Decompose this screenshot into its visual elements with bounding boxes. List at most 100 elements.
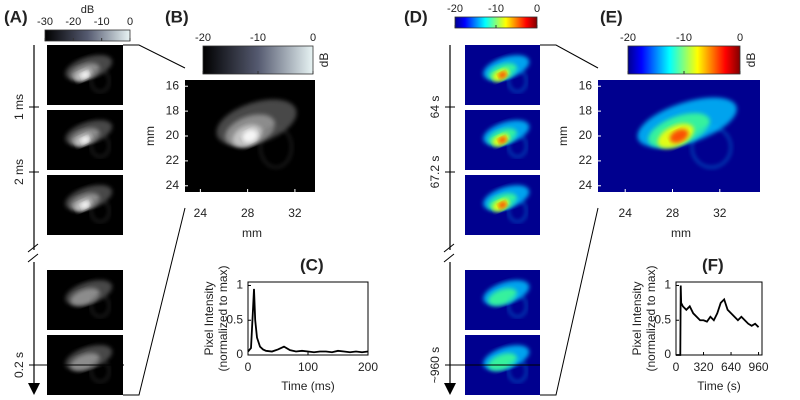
y-tick-label: 18 <box>579 103 593 117</box>
frame <box>465 110 540 170</box>
colorbar-tick-label: 0 <box>737 32 743 44</box>
y-tick-label: 24 <box>579 178 593 192</box>
image <box>598 80 760 192</box>
colorbar-label: dB <box>489 0 502 3</box>
colorbar <box>627 45 741 75</box>
y-tick-label: 20 <box>166 128 180 142</box>
frame <box>465 45 540 105</box>
speckle <box>90 69 111 93</box>
speckle <box>242 129 258 143</box>
speckle <box>691 126 732 169</box>
colorbar-tick-label: -10 <box>250 32 266 44</box>
x-tick-label: 200 <box>358 360 378 374</box>
time-arrow <box>28 383 40 395</box>
x-tick-label: 32 <box>713 206 727 220</box>
time-arrow <box>444 383 456 395</box>
y-tick-label: 0 <box>664 347 671 361</box>
y-axis-label: (normalized to max) <box>644 265 658 371</box>
speckle <box>80 71 90 79</box>
y-axis-label: mm <box>143 126 157 146</box>
x-tick-label: 28 <box>241 206 255 220</box>
x-axis-label: Time (ms) <box>281 379 335 393</box>
frame <box>47 110 123 170</box>
x-tick-label: 100 <box>298 360 318 374</box>
frame <box>47 270 123 330</box>
time-label: ~960 s <box>428 347 442 383</box>
frame <box>465 270 540 330</box>
zoom-line <box>123 44 186 396</box>
y-tick-label: 0.5 <box>654 312 671 326</box>
panel-label: (C) <box>300 255 324 274</box>
y-axis-label: Pixel Intensity <box>202 281 216 355</box>
colorbar-tick-label: -20 <box>620 32 636 44</box>
speckle <box>507 134 528 158</box>
panel-label: (F) <box>702 255 724 274</box>
y-tick-label: 16 <box>166 78 180 92</box>
colorbar-tick-label: -20 <box>65 16 81 28</box>
speckle <box>90 199 111 223</box>
y-axis-label: mm <box>556 126 570 146</box>
speckle <box>90 294 111 318</box>
speckle <box>507 69 528 93</box>
colorbar-label: dB <box>81 4 94 16</box>
time-label: 1 ms <box>12 94 26 120</box>
y-tick-label: 20 <box>579 128 593 142</box>
y-axis-label: Pixel Intensity <box>630 281 644 355</box>
speckle <box>507 294 528 318</box>
axis-break <box>27 243 39 263</box>
y-tick-label: 16 <box>579 78 593 92</box>
x-tick-label: 960 <box>749 360 769 374</box>
line-series <box>247 288 369 354</box>
y-tick-label: 24 <box>166 178 180 192</box>
speckle <box>498 71 507 79</box>
x-axis-label: mm <box>671 226 691 240</box>
panel-label: (B) <box>165 7 189 26</box>
colorbar-tick-label: -20 <box>447 3 463 15</box>
colorbar-label: dB <box>744 53 758 68</box>
colorbar-tick-label: 0 <box>310 32 316 44</box>
y-tick-label: 22 <box>579 153 593 167</box>
y-axis-label: (normalized to max) <box>216 265 230 371</box>
speckle <box>80 136 90 144</box>
x-tick-label: 28 <box>666 206 680 220</box>
plot-frame <box>247 281 369 356</box>
colorbar-tick-label: -30 <box>37 16 53 28</box>
image <box>185 80 315 192</box>
speckle <box>90 134 111 158</box>
y-tick-label: 0.5 <box>226 312 243 326</box>
x-axis-label: mm <box>242 226 262 240</box>
colorbar-tick-label: -10 <box>488 3 504 15</box>
speckle <box>498 201 507 209</box>
time-label: 0.2 s <box>12 352 26 378</box>
y-tick-label: 18 <box>166 103 180 117</box>
speckle <box>507 199 528 223</box>
frame <box>47 45 123 105</box>
panel-label: (D) <box>404 7 428 26</box>
y-tick-label: 0 <box>236 347 243 361</box>
x-tick-label: 32 <box>288 206 302 220</box>
speckle <box>507 359 528 383</box>
speckle <box>259 126 293 169</box>
y-tick-label: 1 <box>664 278 671 292</box>
axis-break <box>443 243 455 263</box>
x-tick-label: 320 <box>694 360 714 374</box>
time-label: 2 ms <box>12 159 26 185</box>
colorbar-tick-label: -20 <box>195 32 211 44</box>
colorbar-tick-label: 0 <box>534 3 540 15</box>
line-series <box>676 285 760 356</box>
panel-label: (A) <box>4 7 28 26</box>
speckle <box>90 359 111 383</box>
plot-frame <box>675 281 763 356</box>
y-tick-label: 1 <box>236 278 243 292</box>
x-tick-label: 24 <box>619 206 633 220</box>
colorbar <box>202 45 314 75</box>
colorbar-tick-label: -10 <box>676 32 692 44</box>
x-tick-label: 0 <box>673 360 680 374</box>
x-tick-label: 24 <box>194 206 208 220</box>
speckle <box>669 129 689 143</box>
frame <box>47 175 123 235</box>
x-tick-label: 0 <box>245 360 252 374</box>
speckle <box>80 201 90 209</box>
panel-label: (E) <box>600 7 623 26</box>
